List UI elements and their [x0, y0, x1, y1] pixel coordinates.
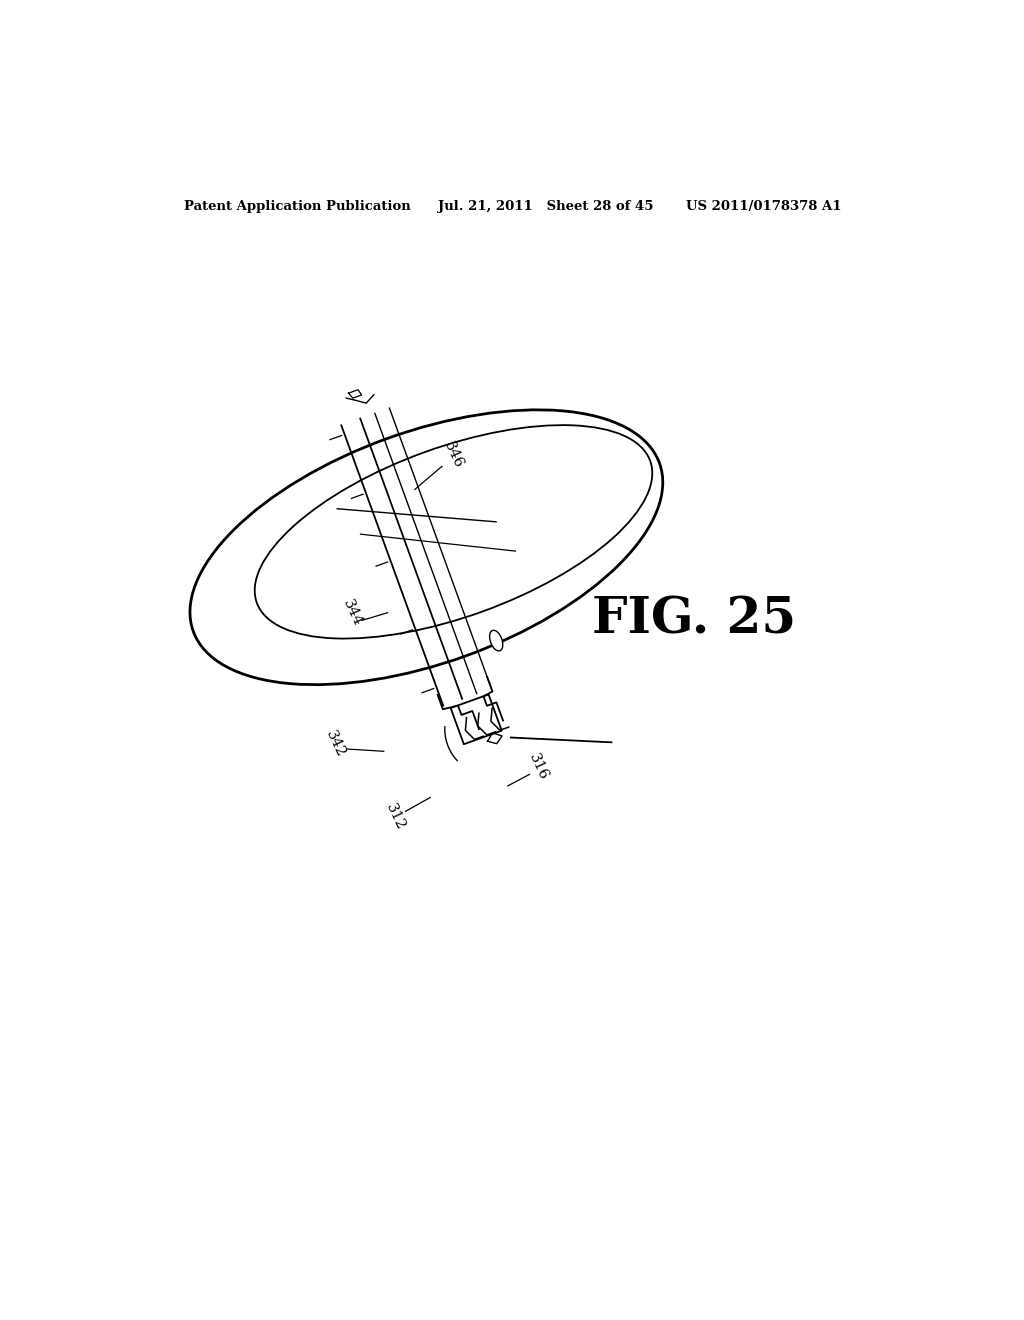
Text: 316: 316: [526, 751, 551, 783]
Text: Jul. 21, 2011   Sheet 28 of 45: Jul. 21, 2011 Sheet 28 of 45: [438, 199, 653, 213]
Text: 342: 342: [324, 729, 348, 759]
Text: 346: 346: [441, 440, 466, 470]
Text: FIG. 25: FIG. 25: [592, 595, 796, 645]
Text: 312: 312: [383, 801, 408, 833]
Ellipse shape: [190, 409, 663, 685]
Ellipse shape: [255, 425, 652, 639]
Text: 344: 344: [341, 597, 365, 628]
Text: Patent Application Publication: Patent Application Publication: [183, 199, 411, 213]
Text: US 2011/0178378 A1: US 2011/0178378 A1: [686, 199, 842, 213]
Ellipse shape: [489, 630, 503, 651]
